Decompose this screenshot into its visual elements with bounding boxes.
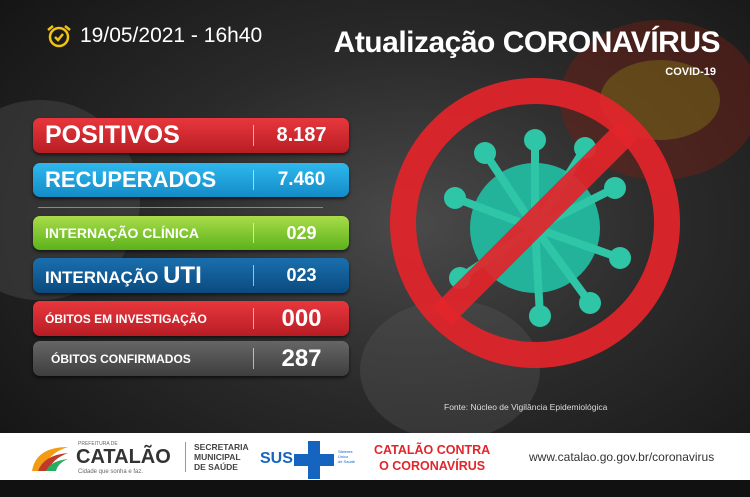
sus-text: SUS: [260, 450, 293, 467]
prefeitura-name: CATALÃO: [76, 446, 171, 468]
divider: [185, 442, 186, 472]
stat-recuperados: RECUPERADOS 7.460: [33, 163, 349, 197]
page-title: Atualização CORONAVÍRUS: [333, 26, 721, 59]
stat-value: 029: [286, 222, 317, 243]
stat-obitos-confirmados: ÓBITOS CONFIRMADOS 287: [33, 341, 349, 376]
stat-internacao-clinica: INTERNAÇÃO CLÍNICA 029: [33, 216, 349, 250]
stat-positivos: POSITIVOS 8.187: [33, 118, 349, 153]
stat-internacao-uti: INTERNAÇÃO UTI 023: [33, 258, 349, 293]
campaign: CATALÃO CONTRA O CORONAVÍRUS: [374, 442, 490, 474]
stat-label: ÓBITOS EM INVESTIGAÇÃO: [45, 311, 207, 326]
stat-label: INTERNAÇÃO CLÍNICA: [45, 225, 199, 241]
stat-label: POSITIVOS: [45, 121, 180, 149]
stat-obitos-investigacao: ÓBITOS EM INVESTIGAÇÃO 000: [33, 301, 349, 336]
sus-small-line: Único: [338, 454, 349, 459]
page-subtitle: COVID-19: [665, 66, 716, 78]
sus-small-line: de Saúde: [338, 459, 356, 464]
secretaria-line: DE SAÚDE: [194, 462, 238, 472]
catalao-logo-icon: [32, 447, 68, 471]
divider: [38, 207, 323, 208]
sus-cross-icon: [294, 441, 334, 479]
date-time-text: 19/05/2021 - 16h40: [80, 24, 263, 47]
campaign-line: CATALÃO CONTRA: [374, 443, 491, 457]
footer: PREFEITURA DE CATALÃO Cidade que sonha e…: [0, 433, 750, 480]
slogan: Cidade que sonha e faz.: [78, 469, 144, 475]
prefeitura-small: PREFEITURA DE: [78, 441, 118, 447]
stat-value: 023: [286, 265, 317, 285]
stat-label: ÓBITOS CONFIRMADOS: [51, 351, 191, 366]
secretaria: SECRETARIA MUNICIPAL DE SAÚDE: [194, 442, 249, 472]
footer-bar: [0, 480, 750, 497]
source-note: Fonte: Núcleo de Vigilância Epidemiológi…: [444, 402, 608, 412]
stat-label: RECUPERADOS: [45, 167, 217, 192]
campaign-line: O CORONAVÍRUS: [379, 459, 486, 473]
alarm-clock-icon: [47, 25, 71, 48]
website-link[interactable]: www.catalao.go.gov.br/coronavirus: [529, 450, 715, 464]
stat-label-strong: UTI: [163, 261, 202, 289]
no-virus-icon: [390, 78, 680, 368]
stat-value: 7.460: [277, 169, 326, 190]
stat-value: 000: [281, 304, 322, 332]
sus-small: Sistema Único de Saúde: [338, 449, 355, 464]
secretaria-line: MUNICIPAL: [194, 452, 241, 462]
stat-value: 287: [281, 344, 322, 372]
sus-small-line: Sistema: [338, 449, 353, 454]
secretaria-line: SECRETARIA: [194, 442, 249, 452]
stat-label: INTERNAÇÃO: [45, 267, 159, 287]
date-time: 19/05/2021 - 16h40: [46, 24, 262, 48]
stat-value: 8.187: [276, 124, 327, 146]
